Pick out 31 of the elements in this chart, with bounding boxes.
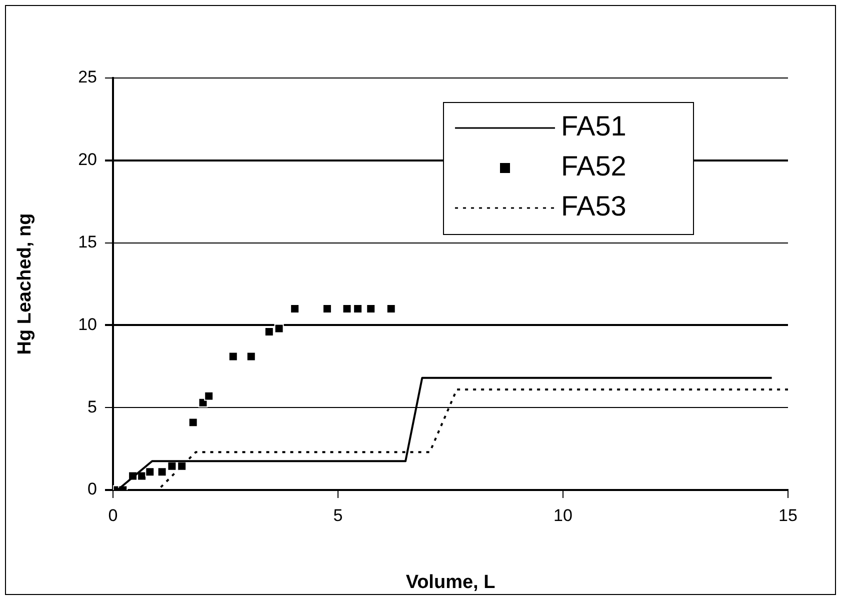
y-tick-label: 15 [78,232,97,252]
point [342,304,352,314]
point [290,304,300,314]
point [177,461,187,471]
legend-label: FA51 [561,110,626,142]
legend-label: FA53 [561,190,626,222]
x-tick-label: 10 [554,506,572,525]
legend-label: FA52 [561,150,626,182]
x-tick-label: 15 [778,506,798,525]
point [246,352,256,362]
x-tick-label: 0 [108,506,118,525]
y-tick-label: 5 [88,397,97,416]
point [264,327,274,337]
point [366,304,376,314]
y-tick-label: 20 [78,150,97,170]
y-tick-label: 25 [78,68,97,87]
point [188,418,198,428]
x-axis-title: Volume, L [406,572,496,593]
point [353,304,363,314]
y-tick-label: 0 [88,480,97,499]
y-tick-label: 10 [78,314,97,334]
point [322,304,332,314]
point [274,324,284,334]
point [145,467,155,477]
point [386,304,396,314]
point [204,391,214,401]
point [157,467,167,477]
y-axis-title: Hg Leached, ng [14,213,36,355]
x-tick-label: 5 [333,506,343,525]
point [228,352,238,362]
point [167,461,177,471]
